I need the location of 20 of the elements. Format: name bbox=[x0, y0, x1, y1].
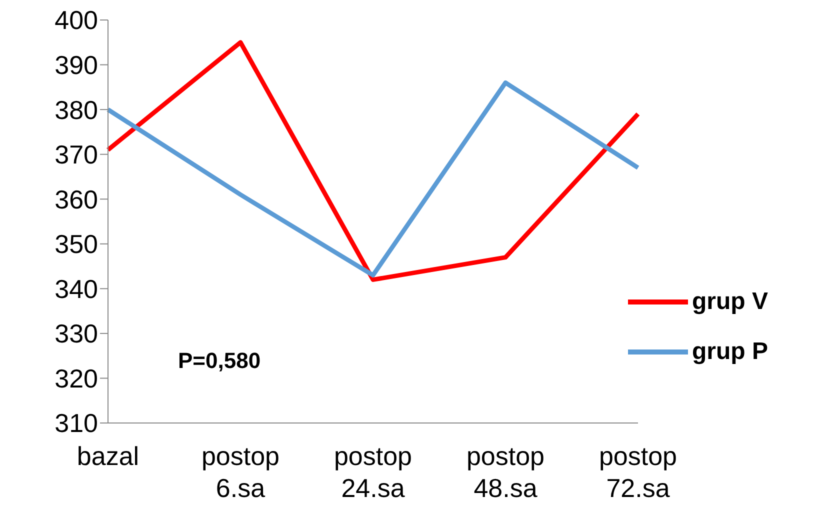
legend-label: grup P bbox=[692, 338, 768, 366]
y-tick-label: 350 bbox=[54, 229, 98, 260]
y-tick-label: 370 bbox=[54, 140, 98, 170]
x-tick-label: postop 6.sa bbox=[201, 441, 280, 503]
y-tick-label: 320 bbox=[54, 363, 98, 394]
x-tick-label: postop 24.sa bbox=[334, 441, 412, 503]
x-tick-label: postop 72.sa bbox=[598, 441, 678, 503]
y-tick-label: 330 bbox=[54, 318, 98, 349]
x-tick-label: bazal bbox=[76, 441, 140, 471]
legend-label: grup V bbox=[692, 288, 768, 316]
line-series bbox=[106, 40, 640, 282]
y-tick-label: 340 bbox=[54, 274, 98, 304]
y-tick-label: 310 bbox=[54, 408, 98, 438]
x-tick-label: postop 48.sa bbox=[466, 441, 545, 503]
y-tick-label: 400 bbox=[54, 5, 98, 36]
line-series bbox=[106, 80, 640, 278]
y-tick-label: 380 bbox=[54, 94, 98, 125]
y-tick-label: 390 bbox=[54, 50, 98, 80]
y-tick-label: 360 bbox=[54, 184, 98, 214]
annotation: P=0,580 bbox=[178, 348, 261, 374]
